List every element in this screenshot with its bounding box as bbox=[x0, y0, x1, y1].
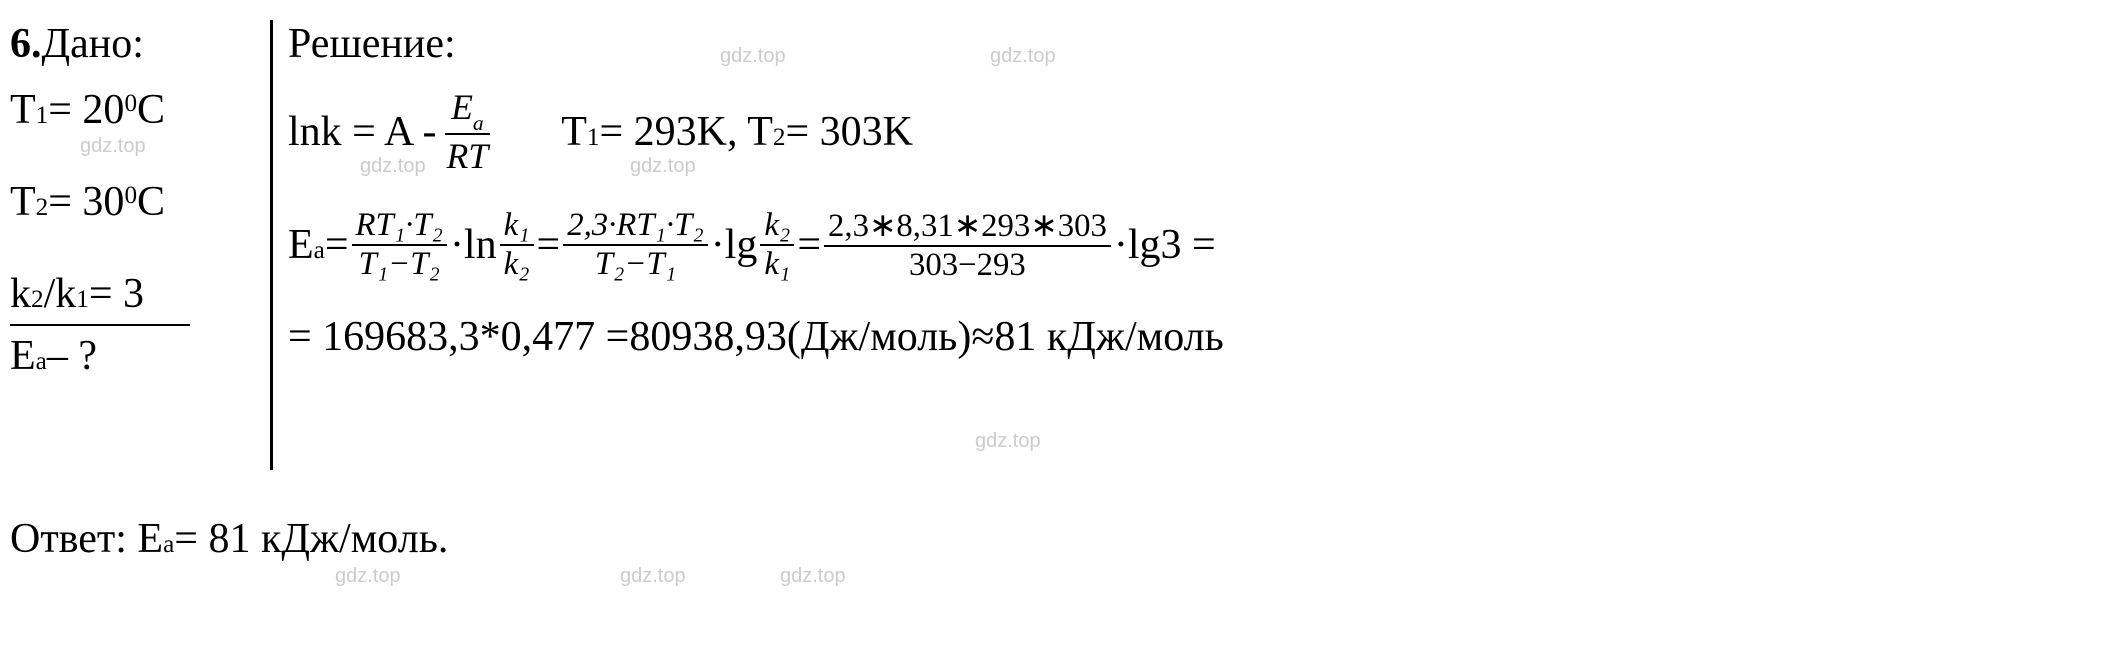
fraction-ea-rt: Ea RT bbox=[441, 86, 495, 177]
ea-var: E bbox=[288, 221, 314, 269]
t1-kelvin: T bbox=[561, 108, 587, 156]
f1-num: RT₁·T₂ bbox=[352, 207, 447, 246]
watermark: gdz.top bbox=[80, 135, 146, 158]
ratio-k1-sub: 1 bbox=[76, 286, 89, 314]
f5-num: 2,3∗8,31∗293∗303 bbox=[824, 206, 1111, 247]
fraction-3: 2,3·RT₁·T₂ T₂−T₁ bbox=[563, 207, 708, 283]
t1-sub: 1 bbox=[36, 102, 49, 130]
lnk-text: lnk = A - bbox=[288, 108, 437, 156]
watermark: gdz.top bbox=[630, 155, 696, 178]
fraction-5: 2,3∗8,31∗293∗303 303−293 bbox=[824, 206, 1111, 284]
fraction-1: RT₁·T₂ T₁−T₂ bbox=[352, 207, 447, 283]
t2-sub: 2 bbox=[36, 194, 49, 222]
find-ea-sub: a bbox=[36, 348, 47, 376]
eq3: = bbox=[797, 221, 821, 269]
t2-sup: 0 bbox=[124, 182, 137, 210]
solution-line-arrhenius: lnk = A - Ea RT T 1 = 293K, T 2 = 303K bbox=[288, 86, 2097, 177]
t2-unit: C bbox=[137, 178, 165, 226]
f3-den: T₂−T₁ bbox=[591, 246, 680, 283]
solution-header: Решение: bbox=[288, 20, 2097, 68]
fraction-4: k₂ k₁ bbox=[760, 207, 794, 283]
calc-result: = 169683,3*0,477 =80938,93(Дж/моль)≈81 к… bbox=[288, 313, 1224, 361]
find-ea: E bbox=[10, 332, 36, 380]
f4-den: k₁ bbox=[760, 246, 794, 283]
ratio-slash: / bbox=[44, 270, 56, 318]
ea-var-sub: a bbox=[314, 237, 325, 265]
given-header: 6. Дано: bbox=[10, 20, 260, 68]
ratio-k1: k bbox=[55, 270, 76, 318]
watermark: gdz.top bbox=[975, 430, 1041, 453]
solution-line-result: = 169683,3*0,477 =80938,93(Дж/моль)≈81 к… bbox=[288, 313, 2097, 361]
given-find: E a – ? bbox=[10, 332, 260, 380]
main-container: 6. Дано: T 1 = 20 0 C T 2 = 30 0 C k 2 /… bbox=[10, 20, 2097, 470]
f4-num: k₂ bbox=[760, 207, 794, 246]
eq2: = bbox=[537, 221, 561, 269]
answer-value: = 81 кДж/моль. bbox=[174, 515, 448, 563]
given-t1: T 1 = 20 0 C bbox=[10, 86, 260, 134]
t1-sup: 0 bbox=[124, 90, 137, 118]
given-divider-line bbox=[10, 324, 190, 326]
t1-var: T bbox=[10, 86, 36, 134]
dot-ln: ·ln bbox=[450, 221, 497, 269]
t2k-sub: 2 bbox=[773, 124, 786, 152]
given-t2: T 2 = 30 0 C bbox=[10, 152, 260, 252]
watermark: gdz.top bbox=[780, 565, 846, 588]
t2k-val: = 303K bbox=[785, 108, 913, 156]
f3-num: 2,3·RT₁·T₂ bbox=[563, 207, 708, 246]
vertical-divider bbox=[270, 20, 273, 470]
ea-e: E bbox=[451, 87, 473, 127]
answer-line: Ответ: E a = 81 кДж/моль. bbox=[10, 515, 2097, 563]
f2-den: k₂ bbox=[500, 246, 534, 283]
t2-var: T bbox=[10, 178, 36, 226]
dot-lg: ·lg bbox=[711, 221, 758, 269]
f5-den: 303−293 bbox=[905, 247, 1030, 284]
watermark: gdz.top bbox=[620, 565, 686, 588]
ea-sub: a bbox=[473, 111, 484, 135]
ratio-k2: k bbox=[10, 270, 31, 318]
f1-den: T₁−T₂ bbox=[355, 246, 444, 283]
watermark: gdz.top bbox=[360, 155, 426, 178]
solution-label: Решение: bbox=[288, 20, 456, 68]
t2-eq: = 30 bbox=[48, 178, 124, 226]
answer-label: Ответ: E bbox=[10, 515, 163, 563]
dot-lg3: ·lg3 = bbox=[1114, 221, 1216, 269]
watermark: gdz.top bbox=[335, 565, 401, 588]
frac-num: Ea bbox=[445, 86, 490, 135]
answer-section: Ответ: E a = 81 кДж/моль. bbox=[10, 515, 2097, 563]
watermark: gdz.top bbox=[990, 45, 1056, 68]
ratio-k2-sub: 2 bbox=[31, 286, 44, 314]
eq1: = bbox=[325, 221, 349, 269]
given-section: 6. Дано: T 1 = 20 0 C T 2 = 30 0 C k 2 /… bbox=[10, 20, 270, 398]
solution-section: Решение: lnk = A - Ea RT T 1 = 293K, T 2… bbox=[288, 20, 2097, 379]
t1-eq: = 20 bbox=[48, 86, 124, 134]
given-ratio: k 2 / k 1 = 3 bbox=[10, 270, 260, 318]
fraction-2: k₁ k₂ bbox=[500, 207, 534, 283]
dano-label: Дано: bbox=[42, 20, 144, 68]
ratio-eq: = 3 bbox=[89, 270, 144, 318]
t1k-val: = 293K, T bbox=[599, 108, 772, 156]
solution-line-derivation: E a = RT₁·T₂ T₁−T₂ ·ln k₁ k₂ = 2,3·RT₁·T… bbox=[288, 195, 2097, 295]
t1-unit: C bbox=[137, 86, 165, 134]
spacer bbox=[498, 108, 561, 156]
t1k-sub: 1 bbox=[587, 124, 600, 152]
frac-den: RT bbox=[441, 135, 495, 177]
problem-number: 6. bbox=[10, 20, 42, 68]
watermark: gdz.top bbox=[720, 45, 786, 68]
find-question: – ? bbox=[47, 332, 97, 380]
f2-num: k₁ bbox=[500, 207, 534, 246]
answer-sub: a bbox=[163, 531, 174, 559]
